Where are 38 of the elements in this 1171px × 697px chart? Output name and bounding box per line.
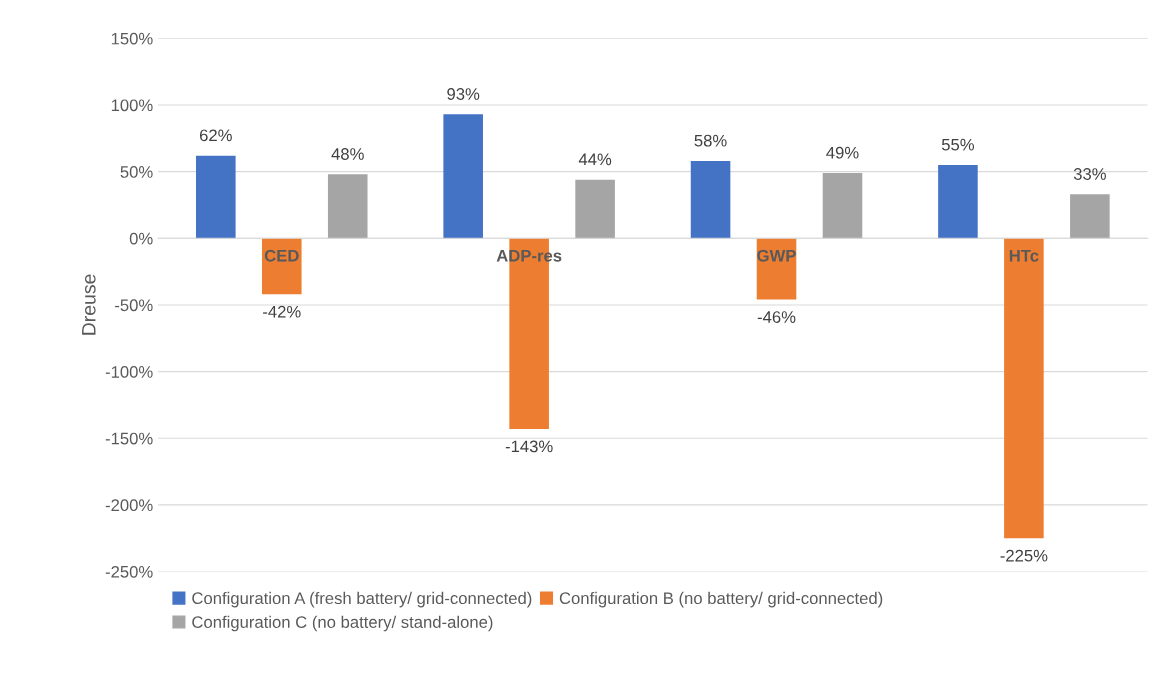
bar	[822, 172, 863, 239]
bar	[690, 160, 731, 239]
y-axis-title: Dreuse	[82, 274, 96, 335]
data-label: 93%	[447, 88, 480, 100]
y-tick-label: 50%	[120, 166, 153, 178]
bar	[1070, 194, 1110, 239]
bar	[196, 155, 236, 239]
data-label: -143%	[505, 440, 553, 453]
bar	[938, 164, 978, 239]
data-label: 49%	[826, 146, 859, 159]
legend-label: Configuration C (no battery/ stand-alone)	[192, 615, 493, 632]
x-tick-label: CED	[264, 249, 299, 262]
legend-label: Configuration B (no battery/ grid-connected)	[559, 591, 883, 608]
y-tick-label: -200%	[105, 499, 153, 512]
y-tick-label: -100%	[105, 365, 153, 378]
data-label: -225%	[1000, 549, 1048, 562]
data-label: 62%	[199, 129, 232, 142]
x-tick-label: HTc	[1009, 250, 1039, 262]
data-label: -46%	[757, 311, 796, 323]
y-tick-label: 150%	[111, 32, 153, 45]
y-tick-label: -150%	[105, 432, 153, 445]
y-tick-label: -250%	[105, 565, 153, 578]
data-label: -42%	[263, 305, 301, 318]
legend-label: Configuration A (fresh battery/ grid-connected)	[192, 591, 532, 608]
bar	[1004, 238, 1044, 539]
bar	[261, 238, 302, 295]
bar	[327, 174, 368, 239]
bar	[575, 179, 615, 239]
y-tick-label: 100%	[111, 99, 153, 112]
y-tick-label: -50%	[115, 299, 153, 312]
data-label: 48%	[331, 148, 364, 160]
data-label: 58%	[694, 134, 727, 147]
y-tick-label: 0%	[129, 232, 153, 245]
data-label: 33%	[1073, 168, 1106, 180]
data-label: 44%	[578, 153, 612, 166]
x-tick-label: GWP	[757, 249, 796, 262]
data-label: 55%	[941, 138, 975, 151]
bar	[443, 114, 483, 239]
